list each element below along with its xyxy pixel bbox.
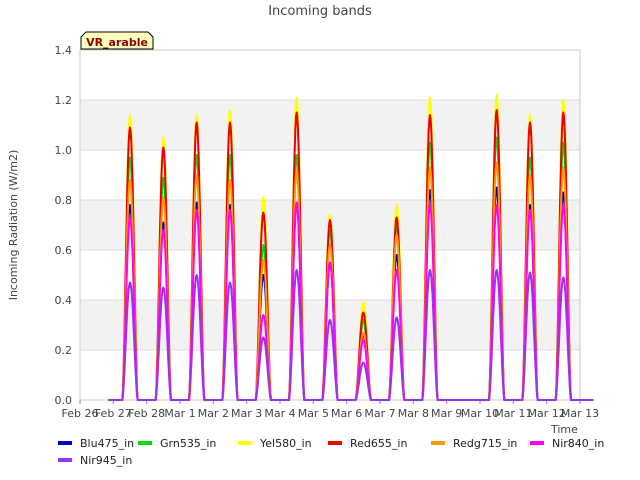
y-axis-ticks: 0.0 0.2 0.4 0.6 0.8 1.0 1.2 1.4 bbox=[55, 44, 73, 407]
legend-label-red655-in: Red655_in bbox=[350, 437, 407, 450]
x-tick-label: Mar 10 bbox=[461, 407, 499, 420]
x-tick-label: Mar 3 bbox=[231, 407, 262, 420]
legend-label-blu475-in: Blu475_in bbox=[80, 437, 134, 450]
y-axis-label: Incoming Radiation (W/m2) bbox=[7, 150, 20, 301]
x-tick-label: Feb 28 bbox=[128, 407, 165, 420]
legend-label-nir945-in: Nir945_in bbox=[80, 454, 132, 467]
x-axis-label: Time bbox=[550, 423, 578, 436]
grid-band bbox=[80, 100, 580, 150]
legend-label-redg715-in: Redg715_in bbox=[453, 437, 517, 450]
x-tick-label: Feb 27 bbox=[95, 407, 132, 420]
x-tick-label: Feb 26 bbox=[62, 407, 99, 420]
site-badge: VR_arable bbox=[80, 31, 154, 50]
site-badge-label: VR_arable bbox=[86, 36, 148, 49]
x-tick-label: Mar 4 bbox=[264, 407, 295, 420]
x-tick-label: Mar 1 bbox=[164, 407, 195, 420]
x-tick-label: Mar 5 bbox=[298, 407, 329, 420]
y-tick-label: 1.2 bbox=[55, 94, 73, 107]
y-tick-label: 1.0 bbox=[55, 144, 73, 157]
y-tick-label: 0.4 bbox=[55, 294, 73, 307]
x-tick-label: Mar 8 bbox=[398, 407, 429, 420]
x-tick-label: Mar 13 bbox=[561, 407, 599, 420]
y-tick-label: 0.0 bbox=[55, 394, 73, 407]
x-tick-label: Mar 12 bbox=[528, 407, 566, 420]
x-tick-label: Mar 6 bbox=[331, 407, 362, 420]
y-tick-label: 0.6 bbox=[55, 244, 73, 257]
site-badge-box bbox=[80, 31, 154, 50]
legend: Blu475_in Grn535_in Yel580_in Red655_in Redg… bbox=[58, 437, 604, 467]
x-tick-label: Mar 7 bbox=[364, 407, 395, 420]
y-tick-label: 1.4 bbox=[55, 44, 73, 57]
plot-area-border bbox=[79, 49, 581, 401]
legend-label-grn535-in: Grn535_in bbox=[160, 437, 216, 450]
series-lines bbox=[108, 94, 594, 401]
series-line-nir945-in bbox=[108, 269, 594, 401]
x-tick-label: Mar 11 bbox=[494, 407, 532, 420]
grid-band bbox=[80, 300, 580, 350]
legend-label-yel580-in: Yel580_in bbox=[259, 437, 312, 450]
y-tick-label: 0.2 bbox=[55, 344, 73, 357]
chart-title: Incoming bands bbox=[268, 4, 372, 19]
x-tick-label: Mar 2 bbox=[198, 407, 229, 420]
x-tick-label: Mar 9 bbox=[431, 407, 462, 420]
y-tick-label: 0.8 bbox=[55, 194, 73, 207]
legend-label-nir840-in: Nir840_in bbox=[552, 437, 604, 450]
